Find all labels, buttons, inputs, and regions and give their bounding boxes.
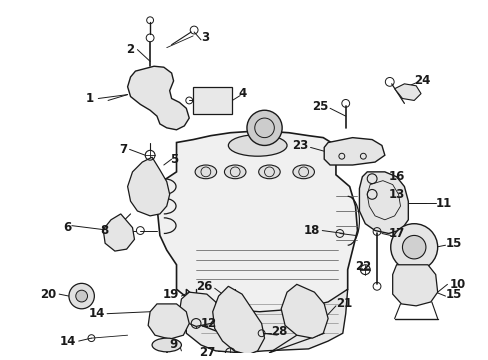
Text: 25: 25	[311, 100, 327, 113]
Text: 16: 16	[388, 170, 405, 183]
Ellipse shape	[292, 165, 314, 179]
Text: 15: 15	[445, 237, 461, 250]
Text: 19: 19	[163, 288, 179, 301]
Text: 26: 26	[196, 280, 212, 293]
Circle shape	[402, 235, 425, 259]
Text: 14: 14	[59, 334, 76, 347]
Text: 11: 11	[435, 197, 451, 210]
Ellipse shape	[195, 165, 216, 179]
FancyBboxPatch shape	[193, 87, 232, 114]
Text: 2: 2	[126, 43, 134, 56]
Text: 27: 27	[199, 346, 215, 359]
Ellipse shape	[224, 165, 245, 179]
Text: 13: 13	[388, 188, 404, 201]
Text: 12: 12	[201, 317, 217, 330]
Polygon shape	[392, 265, 437, 306]
Polygon shape	[127, 66, 189, 130]
Polygon shape	[103, 214, 134, 251]
Polygon shape	[394, 84, 420, 100]
Text: 23: 23	[292, 139, 308, 152]
Ellipse shape	[152, 338, 181, 352]
Circle shape	[246, 110, 282, 145]
Circle shape	[76, 290, 87, 302]
Polygon shape	[179, 292, 218, 327]
Text: 28: 28	[271, 325, 287, 338]
Text: 9: 9	[169, 338, 177, 351]
Polygon shape	[212, 286, 264, 355]
Ellipse shape	[228, 135, 286, 156]
Text: 10: 10	[448, 278, 465, 291]
Polygon shape	[127, 157, 169, 216]
Ellipse shape	[258, 165, 280, 179]
Text: 22: 22	[355, 260, 371, 273]
Text: 15: 15	[445, 288, 461, 301]
Polygon shape	[157, 131, 357, 321]
Text: 20: 20	[40, 288, 56, 301]
Text: 24: 24	[413, 75, 430, 87]
Text: 7: 7	[119, 143, 127, 156]
Polygon shape	[186, 289, 347, 353]
Circle shape	[69, 283, 94, 309]
Text: 6: 6	[63, 221, 72, 234]
Polygon shape	[281, 284, 327, 338]
Text: 21: 21	[335, 297, 351, 310]
Text: 3: 3	[201, 31, 209, 44]
Polygon shape	[359, 172, 407, 234]
Text: 14: 14	[88, 307, 105, 320]
Text: 5: 5	[169, 153, 178, 166]
Polygon shape	[324, 138, 384, 165]
Text: 1: 1	[85, 92, 93, 105]
Text: 4: 4	[238, 87, 246, 100]
Text: 8: 8	[100, 224, 108, 237]
Polygon shape	[148, 304, 189, 339]
Text: 18: 18	[304, 224, 320, 237]
Circle shape	[390, 224, 437, 271]
Text: 17: 17	[388, 227, 404, 240]
